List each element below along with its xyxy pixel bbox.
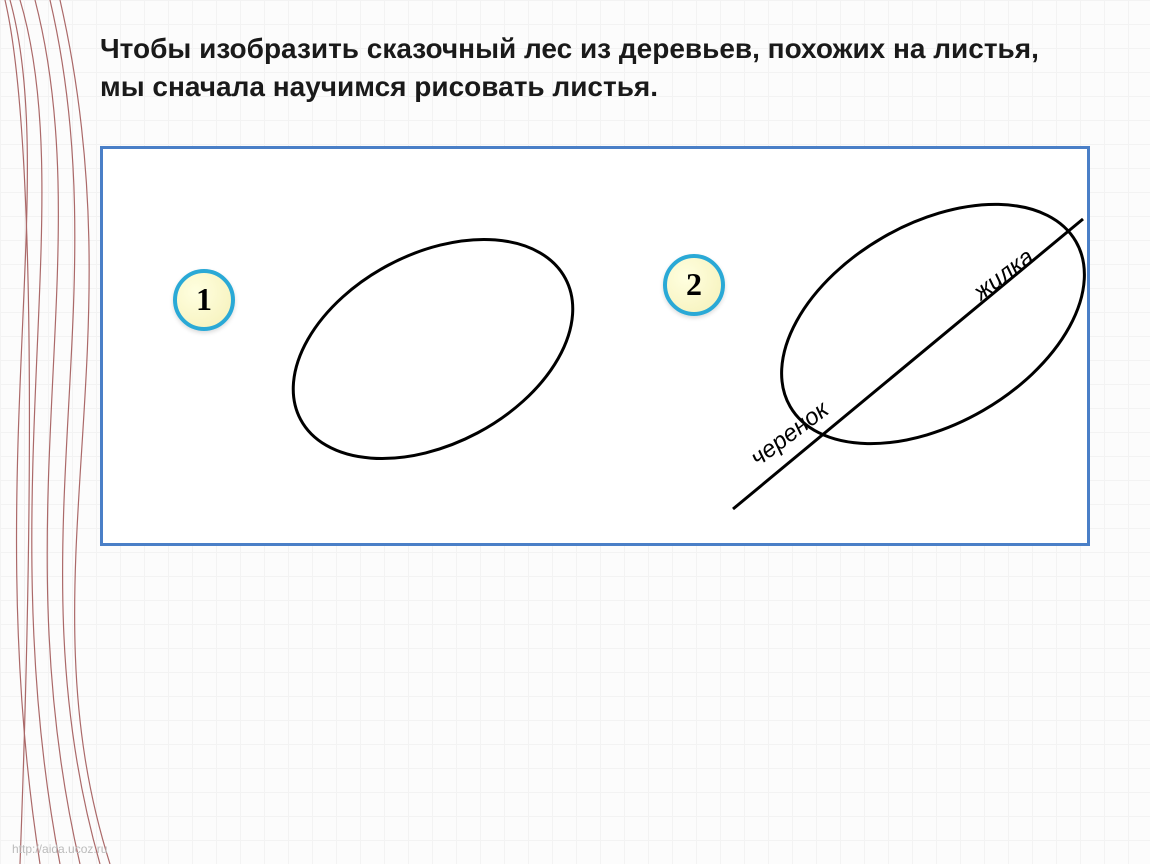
step-number-1: 1 [196,281,212,318]
step-number-2: 2 [686,266,702,303]
leaf-shape-2: жилка черенок [703,149,1123,549]
leaf-shape-1 [253,169,613,529]
footer-link: http://aida.ucoz.ru [12,842,107,856]
slide-content: Чтобы изобразить сказочный лес из деревь… [0,0,1150,546]
diagram-box: 1 2 жилка черенок [100,146,1090,546]
heading-text: Чтобы изобразить сказочный лес из деревь… [100,30,1090,106]
step-badge-1: 1 [173,269,235,331]
label-vein: жилка [968,243,1039,306]
